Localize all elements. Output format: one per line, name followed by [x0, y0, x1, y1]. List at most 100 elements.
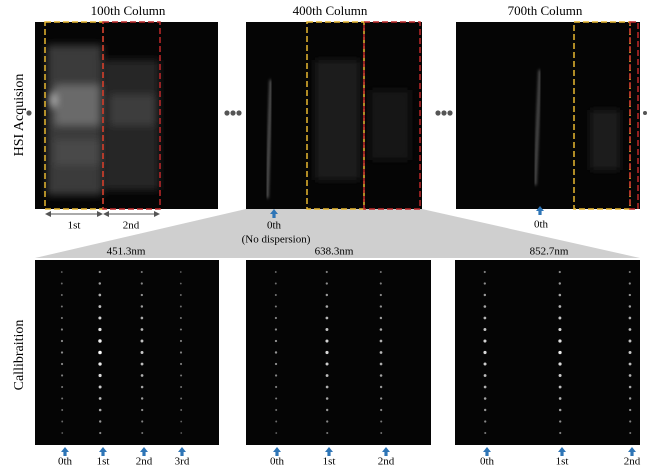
calibration-dot — [380, 420, 383, 423]
calibration-dot — [61, 432, 64, 434]
image-panel — [246, 21, 422, 210]
calibration-dot — [98, 282, 102, 285]
panel-title: 100th Column — [91, 3, 166, 18]
calibration-dot — [628, 316, 632, 320]
calibration-dot — [483, 385, 487, 389]
yellow-box — [306, 21, 365, 210]
calibration-dot — [140, 270, 143, 274]
calibration-dot — [274, 351, 278, 354]
order-label: 0th — [58, 456, 73, 468]
calibration-dot — [61, 420, 64, 423]
calibration-dot — [483, 293, 487, 297]
calibration-dot — [140, 305, 144, 308]
zero-order-streak — [266, 79, 272, 199]
calibration-dot — [98, 362, 102, 366]
order-label: 0th — [534, 219, 549, 231]
calibration-dot — [325, 270, 328, 274]
calibration-dot — [379, 397, 383, 400]
calibration-dot — [628, 328, 632, 331]
calibration-dot — [326, 431, 329, 435]
calibration-dot — [99, 431, 102, 435]
calibration-dot — [483, 328, 487, 331]
arrow — [99, 447, 107, 456]
calibration-dot — [325, 293, 329, 297]
spectral-glow — [315, 60, 410, 180]
calibration-dot — [60, 294, 63, 296]
calibration-dot — [275, 420, 278, 423]
calibration-dot — [274, 316, 277, 320]
calibration-dot — [483, 374, 487, 377]
calibration-dot — [326, 420, 329, 423]
calibration-dot — [628, 339, 632, 343]
order-label: 3rd — [175, 456, 190, 468]
red-box — [363, 21, 421, 210]
calibration-dot — [274, 305, 277, 308]
calibration-dot — [379, 362, 383, 366]
calibration-panel — [35, 260, 219, 445]
calibration-dot — [559, 431, 562, 435]
calibration-dot — [98, 327, 102, 332]
calibration-dot — [274, 339, 278, 343]
order-label: 1st — [323, 456, 336, 468]
calibration-panel — [246, 260, 431, 445]
calibration-dot — [325, 350, 329, 355]
calibration-dot — [274, 328, 278, 331]
calibration-dot — [483, 270, 486, 274]
arrow — [558, 447, 566, 456]
calibration-dot — [60, 351, 64, 354]
calibration-dot — [379, 328, 383, 331]
calibration-dot — [180, 397, 183, 400]
calibration-dot — [141, 420, 144, 423]
calibration-dot — [628, 397, 632, 400]
calibration-dot — [380, 408, 383, 412]
calibration-dot — [98, 408, 102, 412]
calibration-dot — [629, 408, 632, 412]
calibration-dot — [60, 316, 63, 320]
order-label: 0th — [270, 456, 285, 468]
calibration-dot — [628, 351, 632, 354]
calibration-dot — [140, 362, 144, 366]
calibration-dot — [325, 316, 329, 320]
calibration-dot — [140, 282, 143, 285]
calibration-dot — [559, 420, 562, 423]
arrow — [382, 447, 390, 456]
calibration-dot — [558, 385, 562, 389]
calibration-dot — [628, 362, 632, 366]
image-panel — [456, 21, 640, 210]
order-label: 1st — [68, 220, 81, 232]
calibration-dot — [61, 385, 64, 389]
row-label: HSI Acquision — [12, 74, 27, 157]
calibration-dot — [558, 397, 562, 400]
calibration-dot — [275, 397, 278, 400]
calibration-dot — [179, 351, 183, 354]
calibration-dot — [60, 271, 63, 273]
arrow — [178, 447, 186, 456]
calibration-dot — [379, 351, 383, 354]
order-label: 2nd — [136, 456, 153, 468]
arrow — [628, 447, 636, 456]
row-label: Callibraition — [12, 320, 27, 391]
calibration-dot — [558, 350, 562, 355]
calibration-dot — [325, 385, 329, 389]
calibration-dot — [483, 316, 487, 320]
calibration-dot — [179, 362, 183, 366]
order-label: 2nd — [123, 220, 140, 232]
red-box — [629, 21, 639, 210]
calibration-dot — [483, 408, 487, 412]
calibration-dot — [558, 305, 562, 308]
calibration-dot — [180, 409, 183, 411]
calibration-dot — [140, 293, 144, 297]
calibration-dot — [61, 374, 64, 377]
calibration-dot — [275, 409, 278, 411]
calibration-dot — [325, 408, 329, 412]
calibration-dot — [140, 397, 144, 400]
calibration-dot — [628, 305, 632, 308]
calibration-dot — [141, 408, 144, 412]
calibration-dot — [628, 293, 632, 297]
calibration-dot — [274, 362, 278, 366]
panel-title: 400th Column — [293, 3, 368, 18]
calibration-dot — [379, 282, 382, 285]
arrow — [273, 447, 281, 456]
arrow — [61, 447, 69, 456]
calibration-dot — [140, 339, 144, 343]
